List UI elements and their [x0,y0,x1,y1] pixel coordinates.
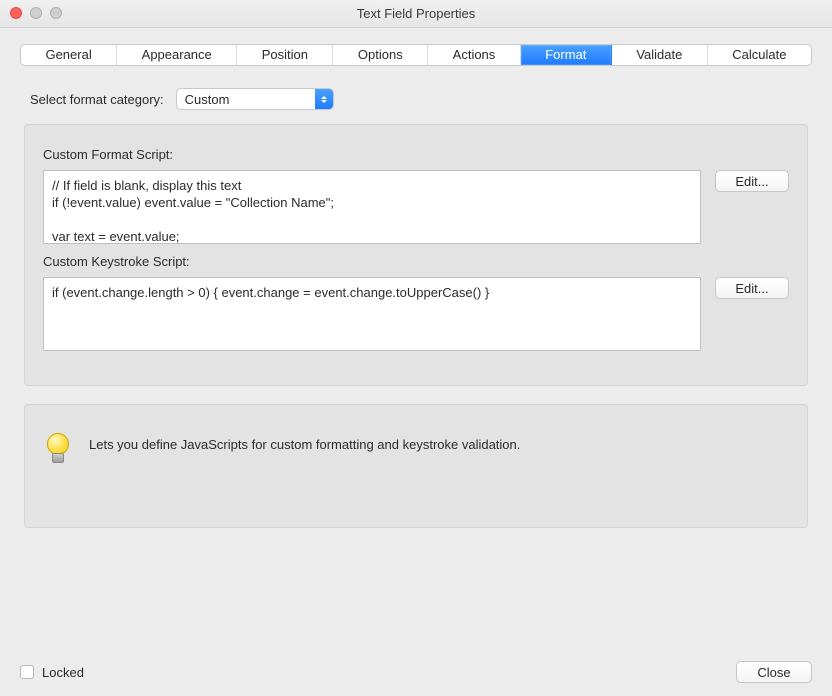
hint-panel: Lets you define JavaScripts for custom f… [24,404,808,528]
format-script-edit-button[interactable]: Edit... [715,170,789,192]
locked-checkbox[interactable]: Locked [20,665,84,680]
tab-options[interactable]: Options [333,45,428,65]
tab-format[interactable]: Format [521,45,612,65]
tab-calculate[interactable]: Calculate [708,45,811,65]
hint-text: Lets you define JavaScripts for custom f… [89,437,520,452]
keystroke-script-row: if (event.change.length > 0) { event.cha… [43,277,789,351]
tab-appearance[interactable]: Appearance [117,45,237,65]
zoom-window-icon[interactable] [50,7,62,19]
locked-label: Locked [42,665,84,680]
minimize-window-icon[interactable] [30,7,42,19]
window-title: Text Field Properties [357,6,476,21]
tab-actions[interactable]: Actions [428,45,521,65]
checkbox-box-icon [20,665,34,679]
format-script-row: // If field is blank, display this text … [43,170,789,244]
keystroke-script-edit-button[interactable]: Edit... [715,277,789,299]
tab-validate[interactable]: Validate [612,45,708,65]
keystroke-script-label: Custom Keystroke Script: [43,254,789,269]
select-stepper-icon [315,89,333,109]
dialog-footer: Locked Close [0,648,832,696]
close-button[interactable]: Close [736,661,812,683]
format-category-label: Select format category: [30,92,164,107]
tab-position[interactable]: Position [237,45,333,65]
format-category-select[interactable]: Custom [176,88,334,110]
format-script-label: Custom Format Script: [43,147,789,162]
tab-general[interactable]: General [21,45,117,65]
lightbulb-icon [45,433,71,467]
format-category-row: Select format category: Custom [30,88,812,110]
window-controls [10,7,62,19]
scripts-panel: Custom Format Script: // If field is bla… [24,124,808,386]
format-category-value: Custom [177,92,315,107]
titlebar: Text Field Properties [0,0,832,28]
close-window-icon[interactable] [10,7,22,19]
tabbar: General Appearance Position Options Acti… [20,44,812,66]
format-script-textarea[interactable]: // If field is blank, display this text … [43,170,701,244]
keystroke-script-textarea[interactable]: if (event.change.length > 0) { event.cha… [43,277,701,351]
dialog-body: General Appearance Position Options Acti… [0,28,832,528]
